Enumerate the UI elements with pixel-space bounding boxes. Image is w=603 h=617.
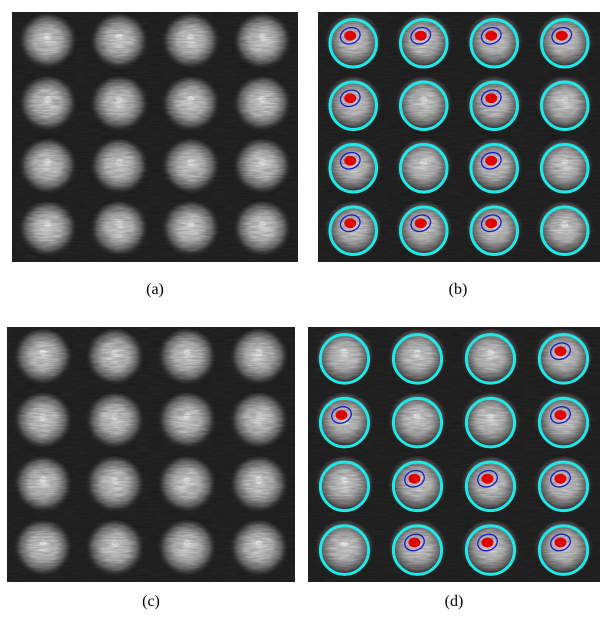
detection-ellipse xyxy=(328,143,379,194)
caption: (c) xyxy=(142,593,160,610)
hotspot xyxy=(485,30,498,41)
hotspot xyxy=(408,473,421,484)
detection-ellipse xyxy=(537,460,590,513)
detection-ellipse xyxy=(469,205,520,256)
detection-ellipse xyxy=(398,205,449,256)
inner-ellipse xyxy=(404,469,425,488)
hotspot xyxy=(555,30,568,41)
hotspot xyxy=(344,218,357,229)
detection-ellipse xyxy=(464,460,517,513)
texture xyxy=(12,12,298,262)
inner-ellipse xyxy=(480,151,502,170)
caption: (d) xyxy=(445,593,464,610)
inner-ellipse xyxy=(339,26,361,45)
caption: (b) xyxy=(449,281,468,298)
detection-ellipse xyxy=(539,205,590,256)
hotspot xyxy=(554,346,567,357)
inner-ellipse xyxy=(477,469,498,488)
inner-ellipse xyxy=(339,214,361,233)
detection-ellipse xyxy=(537,333,590,385)
detection-ellipse xyxy=(328,205,379,256)
hotspot xyxy=(554,473,567,484)
detection-ellipse xyxy=(391,396,444,449)
detection-ellipse xyxy=(328,80,379,131)
inner-ellipse xyxy=(551,26,573,45)
hotspot xyxy=(344,155,357,166)
detection-ellipse xyxy=(539,143,590,194)
inner-ellipse xyxy=(331,406,352,424)
image-panel xyxy=(318,12,600,262)
inner-ellipse xyxy=(339,89,361,108)
detection-ellipse xyxy=(469,18,520,69)
detection-ellipse xyxy=(398,143,449,194)
inner-ellipse xyxy=(550,533,571,552)
detection-ellipse xyxy=(469,143,520,194)
inner-ellipse xyxy=(477,533,498,552)
inner-ellipse xyxy=(404,533,425,552)
detection-ellipse xyxy=(398,80,449,131)
hotspot xyxy=(554,409,567,420)
detection-ellipse xyxy=(464,333,517,385)
inner-ellipse xyxy=(339,151,361,170)
detection-ellipse xyxy=(539,18,590,69)
detection-ellipse xyxy=(318,396,371,449)
hotspot xyxy=(485,93,498,104)
inner-ellipse xyxy=(550,469,571,488)
detection-ellipse xyxy=(537,524,590,576)
inner-ellipse xyxy=(410,26,432,45)
texture xyxy=(318,12,600,262)
detection-ellipse xyxy=(398,18,449,69)
hotspot xyxy=(344,30,357,41)
inner-ellipse xyxy=(480,89,502,108)
detection-ellipse xyxy=(318,460,371,513)
inner-ellipse xyxy=(550,342,571,361)
image-panel xyxy=(308,327,600,582)
detection-ellipse xyxy=(464,396,517,449)
image-panel xyxy=(12,12,298,262)
detection-ellipse xyxy=(318,524,371,576)
hotspot xyxy=(335,409,348,420)
detection-ellipse xyxy=(391,460,444,513)
detection-ellipse xyxy=(318,333,371,385)
image-panel xyxy=(7,327,295,582)
hotspot xyxy=(481,473,494,484)
hotspot xyxy=(408,537,421,548)
inner-ellipse xyxy=(550,406,571,424)
inner-ellipse xyxy=(410,214,432,233)
hotspot xyxy=(414,30,427,41)
hotspot xyxy=(344,93,357,104)
detection-ellipse xyxy=(328,18,379,69)
caption: (a) xyxy=(146,281,164,298)
hotspot xyxy=(481,537,494,548)
hotspot xyxy=(485,218,498,229)
texture xyxy=(7,327,295,582)
hotspot xyxy=(485,155,498,166)
hotspot xyxy=(414,218,427,229)
detection-ellipse xyxy=(537,396,590,449)
detection-ellipse xyxy=(464,524,517,576)
detection-ellipse xyxy=(469,80,520,131)
detection-ellipse xyxy=(391,524,444,576)
detection-ellipse xyxy=(539,80,590,131)
detection-ellipse xyxy=(391,333,444,385)
hotspot xyxy=(554,537,567,548)
inner-ellipse xyxy=(480,26,502,45)
inner-ellipse xyxy=(480,214,502,233)
